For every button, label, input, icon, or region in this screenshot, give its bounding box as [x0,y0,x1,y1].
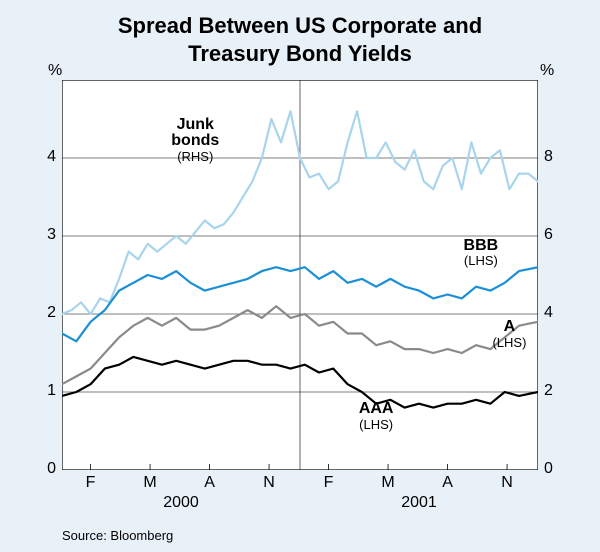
x-month-7: N [501,474,513,492]
source-text: Source: Bloomberg [62,528,173,543]
x-year-2000: 2000 [163,494,199,512]
left-axis-unit: % [48,62,62,80]
left-tick-4: 4 [47,148,56,166]
series-label-junk: Junk bonds(RHS) [155,117,235,164]
plot-area [62,80,538,470]
left-tick-0: 0 [47,460,56,478]
right-axis-unit: % [540,62,554,80]
title-line-2: Treasury Bond Yields [188,41,412,66]
left-tick-3: 3 [47,226,56,244]
x-month-5: M [381,474,394,492]
left-tick-1: 1 [47,382,56,400]
title-line-1: Spread Between US Corporate and [118,13,482,38]
plot-svg [62,80,538,470]
right-tick-8: 8 [544,148,553,166]
x-month-3: N [263,474,275,492]
left-tick-2: 2 [47,304,56,322]
x-year-2001: 2001 [401,494,437,512]
series-label-a: A(LHS) [469,319,549,349]
x-month-2: A [204,474,215,492]
series-label-aaa: AAA(LHS) [336,401,416,431]
right-tick-0: 0 [544,460,553,478]
chart-title: Spread Between US Corporate and Treasury… [0,0,600,67]
x-month-6: A [442,474,453,492]
right-tick-2: 2 [544,382,553,400]
chart-container: Spread Between US Corporate and Treasury… [0,0,600,552]
x-month-4: F [324,474,334,492]
x-month-0: F [86,474,96,492]
x-month-1: M [143,474,156,492]
series-label-bbb: BBB(LHS) [441,238,521,268]
right-tick-6: 6 [544,226,553,244]
